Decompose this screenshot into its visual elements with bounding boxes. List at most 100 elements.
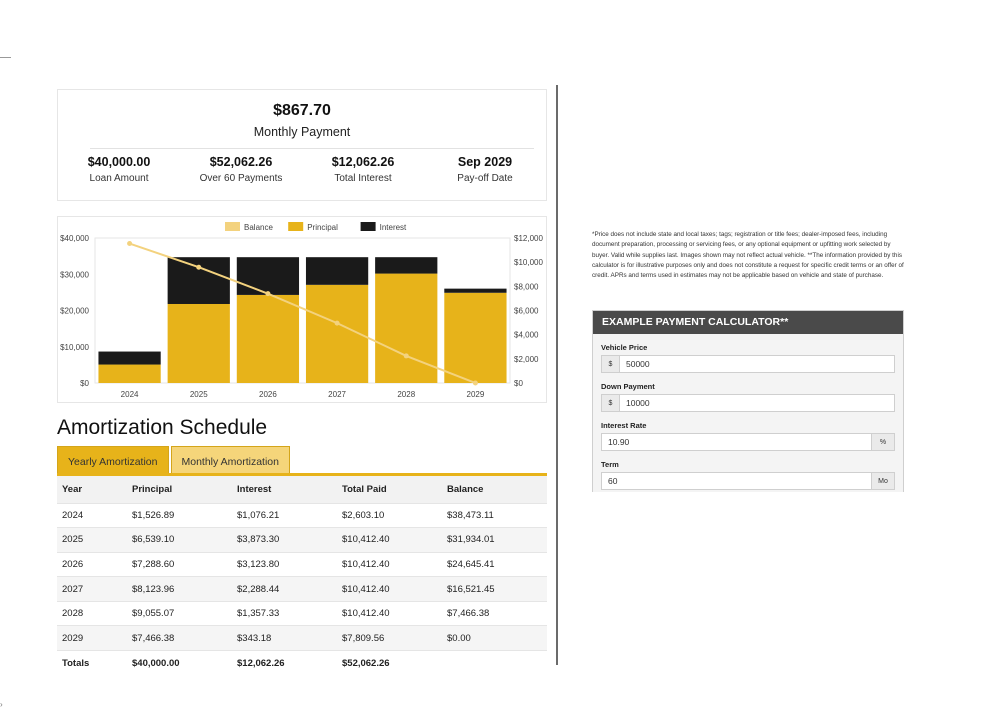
- stat-value: Sep 2029: [457, 155, 513, 169]
- balance-point: [472, 380, 478, 386]
- down-payment-input[interactable]: 10000: [619, 394, 895, 412]
- stat-value: $52,062.26: [209, 155, 273, 169]
- down-payment-label: Down Payment: [601, 382, 655, 391]
- table-cell: $7,466.38: [442, 600, 547, 626]
- summary-divider: [90, 148, 534, 149]
- x-axis-tick-label: 2027: [328, 390, 346, 399]
- right-axis-tick-label: $12,000: [514, 234, 543, 243]
- stat-total-paid: $52,062.26 Over 60 Payments: [180, 155, 302, 184]
- term-group: 60 Mo: [601, 472, 895, 490]
- totals-cell: $40,000.00: [127, 650, 232, 676]
- amortization-tabs: Yearly Amortization Monthly Amortization: [57, 446, 547, 476]
- table-cell: $2,603.10: [337, 502, 442, 528]
- left-axis-tick-label: $40,000: [60, 234, 89, 243]
- left-axis-tick-label: $10,000: [60, 343, 89, 352]
- interest-rate-group: 10.90 %: [601, 433, 895, 451]
- legend-label: Principal: [307, 223, 338, 232]
- table-cell: $6,539.10: [127, 527, 232, 553]
- table-cell: $2,288.44: [232, 576, 337, 602]
- table-header-row: Year Principal Interest Total Paid Balan…: [57, 476, 547, 503]
- loan-chart: Balance Principal Interest $0 $10,000 $20,000…: [57, 216, 547, 403]
- principal-bar: [167, 303, 230, 383]
- percent-suffix: %: [872, 433, 895, 451]
- interest-bar: [236, 257, 300, 295]
- table-cell: $1,357.33: [232, 600, 337, 626]
- stat-payoff-date: Sep 2029 Pay-off Date: [424, 155, 546, 184]
- x-axis-tick-label: 2025: [190, 390, 208, 399]
- dollar-prefix: $: [601, 394, 619, 412]
- interest-bar: [375, 257, 438, 274]
- tab-monthly-amortization[interactable]: Monthly Amortization: [170, 446, 290, 473]
- balance-point: [334, 320, 340, 326]
- monthly-payment-label: Monthly Payment: [253, 125, 351, 139]
- stat-value: $12,062.26: [331, 155, 395, 169]
- table-row: 2024 $1,526.89 $1,076.21 $2,603.10 $38,473.1…: [57, 502, 547, 528]
- legend-swatch: [288, 222, 304, 231]
- vehicle-price-group: $ 50000: [601, 355, 895, 373]
- stat-label: Pay-off Date: [457, 173, 513, 184]
- disclaimer-text: *Price does not include state and local …: [592, 231, 904, 280]
- right-axis-tick-label: $2,000: [514, 355, 539, 364]
- table-cell: $10,412.40: [337, 576, 442, 602]
- stat-label: Loan Amount: [89, 173, 149, 184]
- stat-label: Total Interest: [334, 173, 392, 184]
- stat-value: $40,000.00: [87, 155, 151, 169]
- interest-bar: [167, 257, 230, 304]
- table-cell: $10,412.40: [337, 527, 442, 553]
- interest-bar: [305, 257, 369, 285]
- legend-swatch: [360, 222, 376, 231]
- table-cell: $10,412.40: [337, 600, 442, 626]
- loan-results: $867.70 Monthly Payment $40,000.00 Loan …: [57, 85, 547, 676]
- table-row: 2027 $8,123.96 $2,288.44 $10,412.40 $16,521.…: [57, 576, 547, 602]
- table-cell: $24,645.41: [442, 551, 547, 577]
- balance-line: [129, 242, 476, 384]
- monthly-payment-value: $867.70: [273, 102, 331, 119]
- table-cell: $7,466.38: [127, 625, 232, 651]
- table-cell: $343.18: [232, 625, 337, 651]
- stat-label: Over 60 Payments: [199, 173, 283, 184]
- interest-rate-label: Interest Rate: [601, 421, 647, 430]
- x-axis-tick-label: 2026: [259, 390, 277, 399]
- stat-total-interest: $12,062.26 Total Interest: [302, 155, 424, 184]
- right-axis-tick-label: $10,000: [514, 258, 543, 267]
- totals-cell: [442, 650, 547, 676]
- amortization-table: Year Principal Interest Total Paid Balan…: [57, 476, 547, 676]
- principal-bar: [98, 364, 161, 383]
- totals-cell: Totals: [57, 650, 127, 676]
- legend-label: Interest: [380, 223, 407, 232]
- table-row: 2026 $7,288.60 $3,123.80 $10,412.40 $24,645.…: [57, 551, 547, 577]
- x-axis-tick-label: 2029: [467, 390, 485, 399]
- column-header: Interest: [232, 476, 337, 503]
- right-axis-tick-label: $0: [514, 379, 523, 388]
- table-cell: $7,288.60: [127, 551, 232, 577]
- interest-bar: [98, 351, 161, 365]
- column-divider: [556, 85, 558, 665]
- dollar-prefix: $: [601, 355, 619, 373]
- tab-yearly-amortization[interactable]: Yearly Amortization: [57, 446, 169, 473]
- balance-point: [265, 291, 271, 297]
- left-axis-tick-label: $0: [80, 379, 89, 388]
- loan-chart-svg: Balance Principal Interest $0 $10,000 $20,000…: [60, 222, 543, 399]
- table-cell: $0.00: [442, 625, 547, 651]
- table-cell: 2028: [57, 600, 127, 626]
- legend-label: Balance: [244, 223, 273, 232]
- term-input[interactable]: 60: [601, 472, 872, 490]
- table-cell: 2027: [57, 576, 127, 602]
- table-cell: 2029: [57, 625, 127, 651]
- table-cell: $9,055.07: [127, 600, 232, 626]
- table-cell: 2025: [57, 527, 127, 553]
- table-cell: $8,123.96: [127, 576, 232, 602]
- balance-point: [127, 241, 133, 247]
- table-cell: $1,076.21: [232, 502, 337, 528]
- principal-bar: [375, 273, 438, 383]
- x-axis-tick-label: 2028: [397, 390, 415, 399]
- vehicle-price-input[interactable]: 50000: [619, 355, 895, 373]
- table-cell: $3,873.30: [232, 527, 337, 553]
- vehicle-price-label: Vehicle Price: [601, 343, 648, 352]
- interest-rate-input[interactable]: 10.90: [601, 433, 872, 451]
- totals-row: Totals $40,000.00 $12,062.26 $52,062.26: [57, 650, 547, 676]
- legend-swatch: [225, 222, 240, 231]
- x-axis-tick-label: 2024: [121, 390, 139, 399]
- term-label: Term: [601, 460, 619, 469]
- left-axis-tick-label: $30,000: [60, 270, 89, 279]
